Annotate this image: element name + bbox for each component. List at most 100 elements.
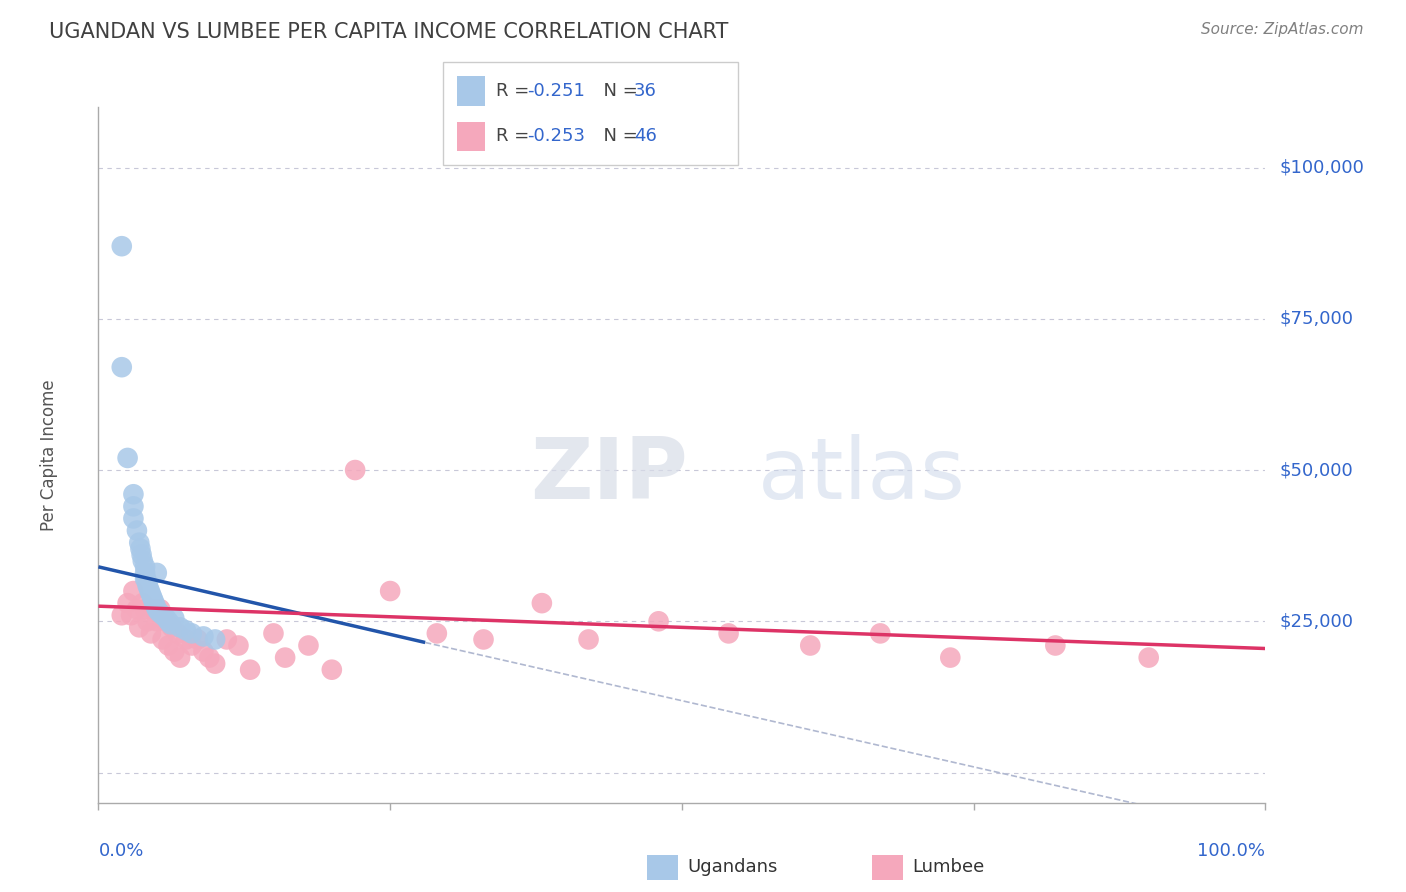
Point — [717, 626, 740, 640]
Text: 100.0%: 100.0% — [1198, 842, 1265, 860]
Text: -0.253: -0.253 — [527, 128, 585, 145]
Point — [148, 605, 170, 619]
Point — [647, 615, 669, 629]
Point — [578, 632, 600, 647]
Point — [134, 566, 156, 580]
Point — [262, 626, 284, 640]
Point — [135, 572, 157, 586]
Point — [143, 596, 166, 610]
Text: $25,000: $25,000 — [1279, 612, 1354, 631]
Point — [152, 608, 174, 623]
Point — [169, 620, 191, 634]
Point — [204, 632, 226, 647]
Point — [193, 629, 215, 643]
Point — [120, 608, 142, 623]
Point — [128, 620, 150, 634]
Point — [198, 650, 221, 665]
Point — [939, 650, 962, 665]
Point — [204, 657, 226, 671]
Point — [215, 632, 238, 647]
Point — [131, 548, 153, 562]
Point — [228, 639, 250, 653]
Text: atlas: atlas — [758, 434, 966, 517]
Point — [344, 463, 367, 477]
Point — [129, 541, 152, 556]
Text: Lumbee: Lumbee — [912, 858, 984, 876]
Text: 36: 36 — [634, 82, 657, 100]
Text: -0.251: -0.251 — [527, 82, 585, 100]
Text: 46: 46 — [634, 128, 657, 145]
Point — [1137, 650, 1160, 665]
Point — [117, 450, 139, 465]
Point — [152, 632, 174, 647]
Point — [111, 608, 134, 623]
Point — [111, 239, 134, 253]
Point — [122, 584, 145, 599]
Point — [530, 596, 553, 610]
Point — [132, 596, 155, 610]
Point — [117, 596, 139, 610]
Point — [180, 626, 202, 640]
Point — [169, 650, 191, 665]
Point — [149, 602, 172, 616]
Point — [163, 611, 186, 625]
Point — [134, 559, 156, 574]
Point — [160, 620, 183, 634]
Point — [187, 632, 209, 647]
Point — [125, 524, 148, 538]
Point — [139, 626, 162, 640]
Point — [132, 554, 155, 568]
Text: R =: R = — [496, 82, 536, 100]
Point — [166, 626, 188, 640]
Text: $75,000: $75,000 — [1279, 310, 1354, 327]
Text: N =: N = — [592, 128, 644, 145]
Point — [136, 578, 159, 592]
Point — [128, 535, 150, 549]
Point — [134, 602, 156, 616]
Point — [159, 617, 181, 632]
Text: $100,000: $100,000 — [1279, 159, 1364, 177]
Point — [155, 615, 177, 629]
Point — [134, 572, 156, 586]
Point — [145, 599, 167, 614]
Point — [378, 584, 402, 599]
Text: Source: ZipAtlas.com: Source: ZipAtlas.com — [1201, 22, 1364, 37]
Text: UGANDAN VS LUMBEE PER CAPITA INCOME CORRELATION CHART: UGANDAN VS LUMBEE PER CAPITA INCOME CORR… — [49, 22, 728, 42]
Text: 0.0%: 0.0% — [98, 842, 143, 860]
Text: Ugandans: Ugandans — [688, 858, 778, 876]
Point — [297, 639, 319, 653]
Point — [138, 581, 160, 595]
Point — [155, 611, 177, 625]
Point — [122, 487, 145, 501]
Text: Per Capita Income: Per Capita Income — [41, 379, 59, 531]
Point — [111, 360, 134, 375]
Point — [141, 590, 163, 604]
Text: R =: R = — [496, 128, 536, 145]
Point — [146, 602, 169, 616]
Point — [174, 624, 197, 638]
Point — [157, 615, 180, 629]
Point — [472, 632, 495, 647]
Point — [122, 500, 145, 514]
Point — [146, 566, 169, 580]
Point — [274, 650, 297, 665]
Point — [136, 615, 159, 629]
Point — [799, 639, 821, 653]
Point — [1045, 639, 1067, 653]
Point — [163, 644, 186, 658]
Point — [122, 511, 145, 525]
Point — [142, 593, 165, 607]
Point — [239, 663, 262, 677]
Point — [174, 632, 197, 647]
Point — [125, 602, 148, 616]
Point — [139, 584, 162, 599]
Text: ZIP: ZIP — [530, 434, 688, 517]
Point — [426, 626, 449, 640]
Point — [180, 639, 202, 653]
Point — [193, 644, 215, 658]
Point — [157, 639, 180, 653]
Point — [139, 587, 162, 601]
Point — [143, 602, 166, 616]
Point — [146, 615, 169, 629]
Text: $50,000: $50,000 — [1279, 461, 1353, 479]
